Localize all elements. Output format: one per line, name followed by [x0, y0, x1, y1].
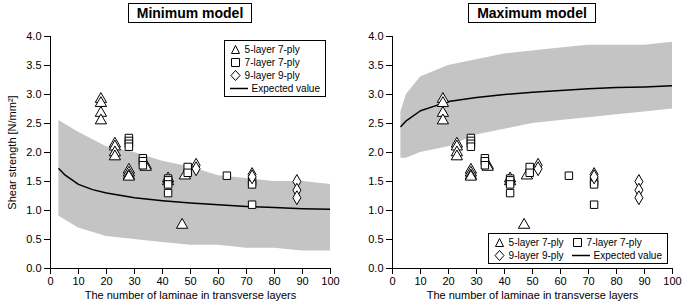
svg-text:3.0: 3.0 [26, 88, 41, 100]
svg-text:10: 10 [414, 275, 426, 287]
html-text:9-layer 9-ply: 9-layer 9-ply [508, 249, 564, 261]
html-text:7-layer 7-ply: 7-layer 7-ply [244, 56, 300, 68]
svg-text:1.0: 1.0 [368, 204, 383, 216]
svg-text:3.0: 3.0 [368, 88, 383, 100]
svg-text:90: 90 [638, 275, 650, 287]
svg-text:80: 80 [268, 275, 280, 287]
svg-text:The number of laminae in trans: The number of laminae in transverse laye… [85, 289, 297, 301]
svg-text:70: 70 [240, 275, 252, 287]
svg-text:2.5: 2.5 [26, 117, 41, 129]
html-text:5-layer 7-ply: 5-layer 7-ply [508, 236, 564, 248]
svg-text:60: 60 [212, 275, 224, 287]
svg-text:2.5: 2.5 [368, 117, 383, 129]
svg-text:1.5: 1.5 [368, 175, 383, 187]
svg-text:50: 50 [526, 275, 538, 287]
svg-text:3.5: 3.5 [368, 59, 383, 71]
svg-text:0.5: 0.5 [368, 233, 383, 245]
svg-text:90: 90 [296, 275, 308, 287]
svg-text:1.0: 1.0 [26, 204, 41, 216]
svg-text:0.0: 0.0 [26, 262, 41, 274]
svg-text:40: 40 [498, 275, 510, 287]
svg-text:1.5: 1.5 [26, 175, 41, 187]
svg-text:0: 0 [47, 275, 53, 287]
svg-text:100: 100 [321, 275, 339, 287]
html-text:Maximum model: Maximum model [477, 5, 587, 21]
svg-text:70: 70 [582, 275, 594, 287]
svg-text:The number of laminae in trans: The number of laminae in transverse laye… [427, 289, 639, 301]
svg-text:0.0: 0.0 [368, 262, 383, 274]
svg-text:2.0: 2.0 [368, 146, 383, 158]
html-text:7-layer 7-ply: 7-layer 7-ply [586, 236, 642, 248]
svg-text:60: 60 [554, 275, 566, 287]
html-text:9-layer 9-ply: 9-layer 9-ply [244, 69, 300, 81]
svg-text:Shear strength [N/mm²]: Shear strength [N/mm²] [6, 95, 18, 209]
svg-text:30: 30 [470, 275, 482, 287]
html-text:Expected value: Expected value [593, 249, 662, 261]
svg-text:20: 20 [442, 275, 454, 287]
html-text:5-layer 7-ply: 5-layer 7-ply [244, 43, 300, 55]
svg-text:0.5: 0.5 [26, 233, 41, 245]
svg-text:50: 50 [184, 275, 196, 287]
svg-text:40: 40 [156, 275, 168, 287]
svg-text:30: 30 [128, 275, 140, 287]
svg-text:2.0: 2.0 [26, 146, 41, 158]
svg-text:0: 0 [389, 275, 395, 287]
svg-text:10: 10 [72, 275, 84, 287]
html-text:Expected value: Expected value [251, 82, 320, 94]
svg-text:100: 100 [663, 275, 681, 287]
svg-text:80: 80 [610, 275, 622, 287]
svg-text:4.0: 4.0 [26, 30, 41, 42]
svg-text:4.0: 4.0 [368, 30, 383, 42]
svg-text:3.5: 3.5 [26, 59, 41, 71]
svg-text:20: 20 [100, 275, 112, 287]
html-text:Minimum model: Minimum model [136, 5, 244, 21]
